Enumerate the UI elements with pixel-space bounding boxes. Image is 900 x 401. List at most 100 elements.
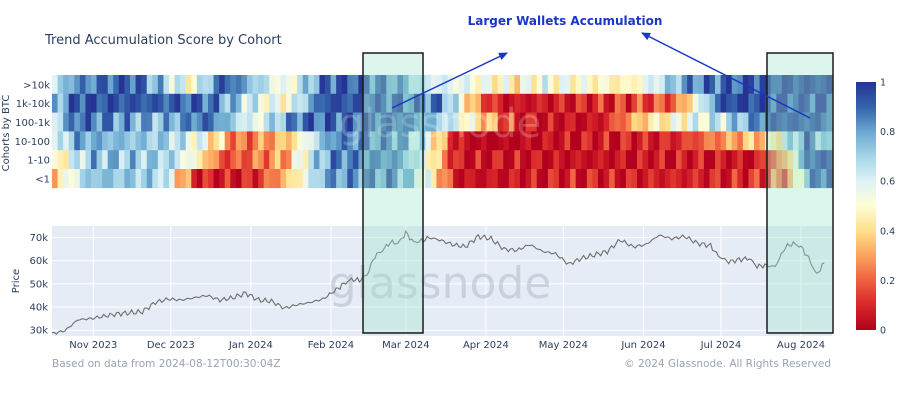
heatmap-cell [659, 169, 666, 189]
heatmap-cell [709, 150, 716, 170]
heatmap-cell [715, 169, 721, 189]
heatmap-cell [625, 131, 632, 151]
heatmap-cell [386, 169, 393, 189]
heatmap-cell [642, 112, 649, 132]
heatmap-cell [347, 112, 354, 132]
heatmap-cell [319, 75, 326, 95]
heatmap-cell [715, 75, 721, 95]
heatmap-cell [631, 169, 638, 189]
heatmap-cell [169, 131, 175, 151]
heatmap-cell [458, 93, 465, 113]
heatmap-cell [625, 112, 632, 132]
heatmap-cell [614, 131, 621, 151]
heatmap-cell [118, 75, 125, 95]
heatmap-cell [614, 75, 621, 95]
heatmap-cell [715, 131, 721, 151]
heatmap-cell [664, 75, 671, 95]
heatmap-cell [358, 150, 365, 170]
heatmap-cell [141, 112, 148, 132]
heatmap-cell [169, 150, 175, 170]
heatmap-cell [252, 112, 259, 132]
heatmap-cell [659, 150, 666, 170]
heatmap-cell [414, 131, 421, 151]
heatmap-cell [492, 93, 499, 113]
heatmap-cell [759, 75, 766, 95]
heatmap-cell [391, 75, 398, 95]
heatmap-cell [486, 112, 493, 132]
heatmap-cell [157, 93, 164, 113]
heatmap-cell [319, 131, 326, 151]
heatmap-cell [737, 131, 744, 151]
heatmap-cell [336, 93, 343, 113]
heatmap-cell [213, 112, 220, 132]
heatmap-cell [286, 93, 292, 113]
heatmap-cell [252, 75, 259, 95]
heatmap-cell [453, 93, 460, 113]
heatmap-cell [313, 150, 320, 170]
heatmap-cell [152, 75, 159, 95]
heatmap-cell [620, 75, 627, 95]
heatmap-cell [135, 93, 142, 113]
heatmap-cell [247, 150, 253, 170]
heatmap-cell [531, 131, 538, 151]
heatmap-cell [169, 112, 175, 132]
heatmap-cell [247, 169, 253, 189]
heatmap-cell [124, 112, 131, 132]
heatmap-cell [247, 112, 253, 132]
heatmap-cell [458, 169, 465, 189]
heatmap-cell [224, 112, 231, 132]
heatmap-cell [380, 75, 387, 95]
heatmap-cell [553, 112, 560, 132]
heatmap-cell [681, 150, 688, 170]
heatmap-cell [102, 150, 109, 170]
heatmap-cell [213, 169, 220, 189]
heatmap-cell [52, 131, 58, 151]
heatmap-cell [765, 93, 772, 113]
price-series-line [51, 229, 825, 335]
heatmap-cell [709, 112, 716, 132]
heatmap-cell [469, 75, 476, 95]
heatmap-cell [676, 131, 682, 151]
heatmap-cell [781, 93, 788, 113]
heatmap-cell [436, 150, 443, 170]
heatmap-cell [442, 169, 448, 189]
heatmap-cell [603, 169, 610, 189]
heatmap-cell [375, 112, 382, 132]
heatmap-cell [397, 131, 404, 151]
heatmap-cell [375, 169, 382, 189]
heatmap-cell [235, 75, 242, 95]
heatmap-cell [102, 131, 109, 151]
heatmap-cell [553, 75, 560, 95]
price-x-tick-label: Feb 2024 [308, 340, 354, 351]
heatmap-cell [57, 150, 64, 170]
heatmap-cell [603, 93, 610, 113]
heatmap-cell [536, 150, 543, 170]
heatmap-cell [118, 131, 125, 151]
heatmap-cell [297, 169, 304, 189]
heatmap-cell [809, 93, 816, 113]
heatmap-cell [302, 150, 309, 170]
heatmap-cell [369, 93, 376, 113]
heatmap-cell [436, 93, 443, 113]
heatmap-cell [130, 112, 136, 132]
heatmap-cell [163, 131, 170, 151]
heatmap-cell [698, 150, 705, 170]
heatmap-cell [715, 112, 721, 132]
heatmap-cell [63, 75, 70, 95]
heatmap-cell [118, 93, 125, 113]
heatmap-cell [330, 75, 337, 95]
heatmap-cell [787, 131, 794, 151]
heatmap-cell [559, 131, 565, 151]
heatmap-cell [330, 150, 337, 170]
heatmap-cell [152, 112, 159, 132]
heatmap-cell [570, 93, 577, 113]
heatmap-cell [63, 93, 70, 113]
heatmap-cell [219, 131, 226, 151]
heatmap-cell [781, 75, 788, 95]
heatmap-cell [787, 93, 794, 113]
heatmap-cell [141, 93, 148, 113]
heatmap-cell [703, 131, 710, 151]
heatmap-cell [79, 93, 86, 113]
heatmap-cell [598, 93, 604, 113]
heatmap-cell [341, 131, 348, 151]
